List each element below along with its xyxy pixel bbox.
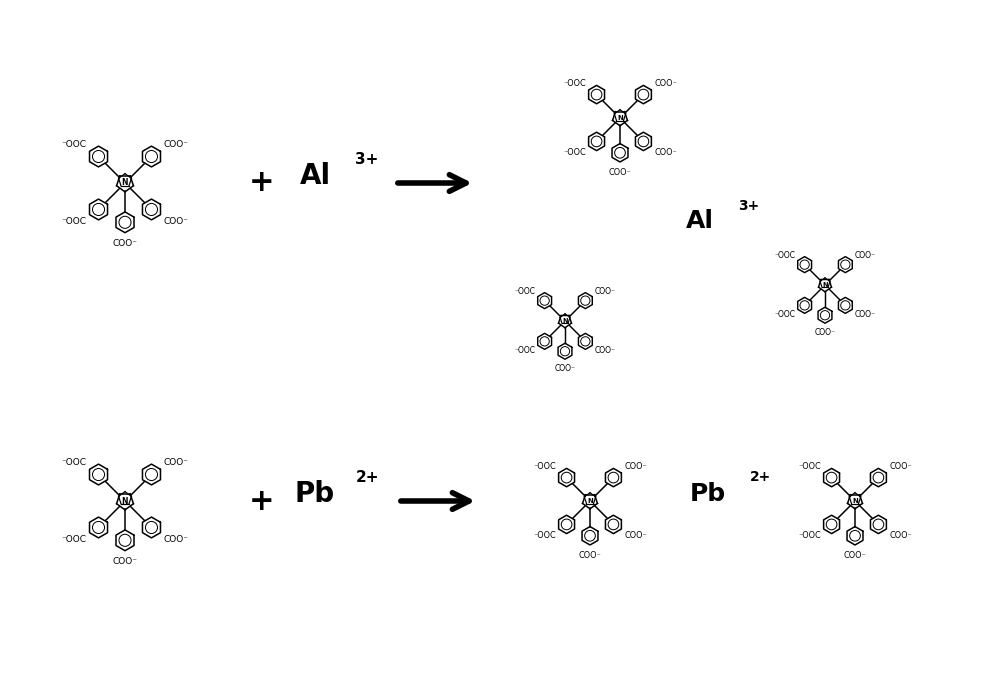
Text: COO⁻: COO⁻ [855,251,876,260]
Text: ⁻OOC: ⁻OOC [533,462,556,471]
Text: Pb: Pb [295,480,335,508]
Text: +: + [249,168,275,197]
Text: N: N [562,318,568,324]
Text: Al: Al [299,162,331,190]
Text: COO⁻: COO⁻ [889,530,912,540]
Text: 3+: 3+ [355,151,378,166]
Text: ⁻OOC: ⁻OOC [61,535,86,544]
Text: ⁻OOC: ⁻OOC [563,79,586,88]
Text: Pb: Pb [690,482,726,506]
Text: COO⁻: COO⁻ [112,557,138,567]
Text: 3+: 3+ [738,199,759,213]
Text: ⁻OOC: ⁻OOC [798,530,821,540]
Text: COO⁻: COO⁻ [624,462,647,471]
Text: COO⁻: COO⁻ [164,458,189,467]
Text: COO⁻: COO⁻ [814,328,836,337]
Text: 2+: 2+ [750,470,771,484]
Text: N: N [617,115,623,121]
Text: 2+: 2+ [356,470,380,485]
Text: COO⁻: COO⁻ [654,79,677,88]
Text: ⁻OOC: ⁻OOC [774,310,795,319]
Text: ⁻OOC: ⁻OOC [533,530,556,540]
Text: N: N [122,178,128,188]
Text: COO⁻: COO⁻ [889,462,912,471]
Text: ⁻OOC: ⁻OOC [514,346,535,355]
Text: COO⁻: COO⁻ [654,147,677,157]
Text: ⁻OOC: ⁻OOC [61,140,86,149]
Text: COO⁻: COO⁻ [554,365,576,374]
Text: ⁻OOC: ⁻OOC [563,147,586,157]
Text: COO⁻: COO⁻ [595,287,616,296]
Text: ⁻OOC: ⁻OOC [798,462,821,471]
Text: N: N [122,497,128,505]
Text: N: N [822,282,828,288]
Text: ⁻OOC: ⁻OOC [774,251,795,260]
Text: COO⁻: COO⁻ [579,551,601,560]
Text: COO⁻: COO⁻ [855,310,876,319]
Text: COO⁻: COO⁻ [164,140,189,149]
Text: COO⁻: COO⁻ [609,168,631,177]
Text: ⁻OOC: ⁻OOC [61,458,86,467]
Text: N: N [587,498,593,504]
Text: COO⁻: COO⁻ [164,217,189,226]
Text: +: + [249,487,275,516]
Text: N: N [852,498,858,504]
Text: COO⁻: COO⁻ [112,240,138,248]
Text: ⁻OOC: ⁻OOC [61,217,86,226]
Text: Al: Al [686,209,714,233]
Text: ⁻OOC: ⁻OOC [514,287,535,296]
Text: COO⁻: COO⁻ [844,551,866,560]
Text: COO⁻: COO⁻ [595,346,616,355]
Text: COO⁻: COO⁻ [164,535,189,544]
Text: COO⁻: COO⁻ [624,530,647,540]
